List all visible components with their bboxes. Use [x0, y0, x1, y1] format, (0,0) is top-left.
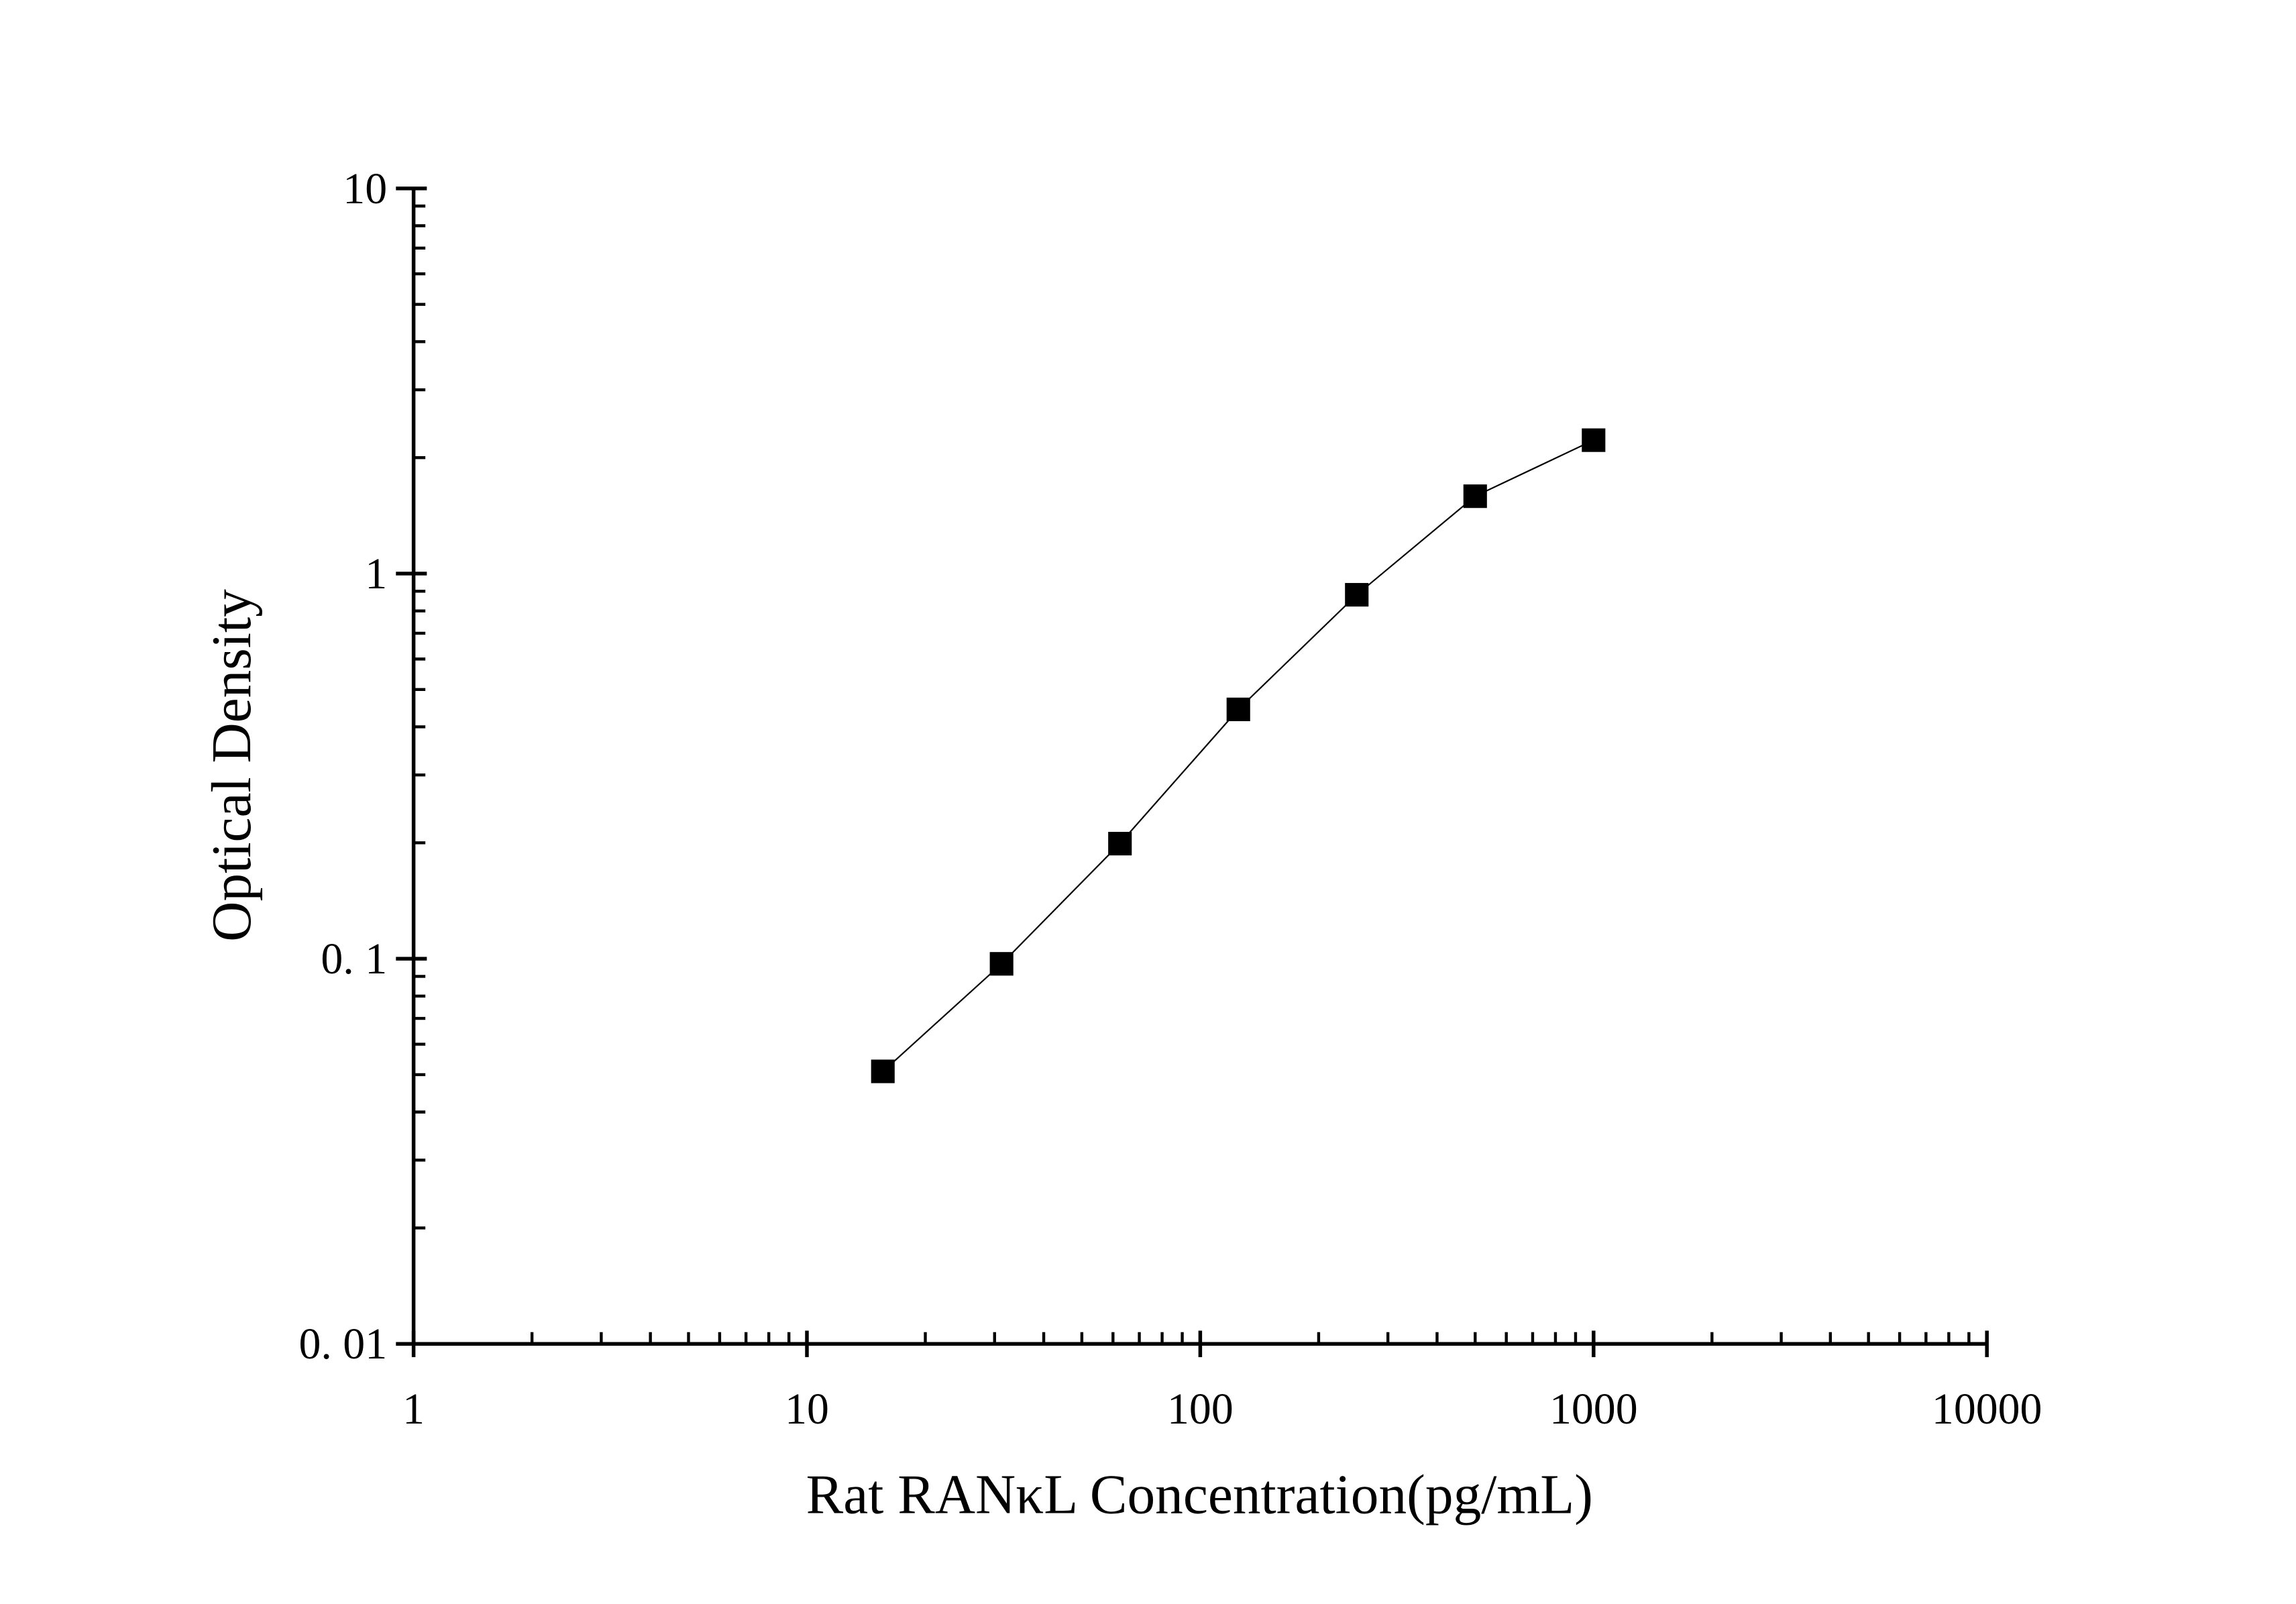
x-tick-label: 10000	[1932, 1385, 2042, 1434]
y-tick-label: 10	[343, 164, 387, 213]
data-point	[1345, 583, 1369, 607]
axes	[411, 188, 1987, 1346]
y-tick-label: 0. 01	[298, 1320, 387, 1369]
x-tick-label: 10	[785, 1385, 829, 1434]
data-point	[1108, 832, 1132, 856]
data-marks	[871, 428, 1606, 1083]
y-axis-label: Optical Density	[201, 589, 263, 942]
x-tick-label: 1000	[1549, 1385, 1638, 1434]
y-tick-label: 1	[365, 549, 387, 598]
x-tick-label: 1	[402, 1385, 425, 1434]
x-tick-label: 100	[1167, 1385, 1234, 1434]
data-point	[1463, 484, 1487, 509]
x-axis-label: Rat RANκL Concentration(pg/mL)	[806, 1464, 1593, 1526]
ticks: 1 10 100 1000 10000 0. 01 0. 1 1 10	[298, 164, 2042, 1434]
y-tick-label: 0. 1	[321, 934, 387, 983]
data-point	[871, 1059, 895, 1083]
data-point	[989, 952, 1014, 976]
data-point	[1226, 697, 1250, 722]
series-line	[882, 439, 1594, 1072]
data-point	[1582, 428, 1606, 452]
